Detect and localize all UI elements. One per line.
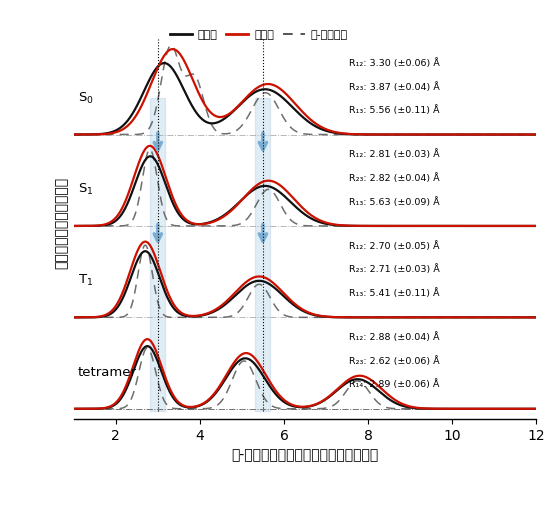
Text: S$_0$: S$_0$: [78, 90, 94, 106]
X-axis label: 金-金間結合距達（オングストローム）: 金-金間結合距達（オングストローム）: [231, 449, 379, 462]
Text: R₁₃: 5.41 (±0.11) Å: R₁₃: 5.41 (±0.11) Å: [349, 288, 440, 298]
Text: T$_1$: T$_1$: [78, 273, 93, 289]
Text: R₁₂: 2.88 (±0.04) Å: R₁₂: 2.88 (±0.04) Å: [349, 332, 440, 342]
Text: R₂₃: 2.71 (±0.03) Å: R₂₃: 2.71 (±0.03) Å: [349, 265, 440, 274]
Bar: [150, 98, 165, 411]
Legend: 実験値, 理論値, 金-金間結合: 実験値, 理論値, 金-金間結合: [165, 25, 352, 44]
Text: R₁₄: 2.89 (±0.06) Å: R₁₄: 2.89 (±0.06) Å: [349, 379, 440, 389]
Text: R₂₃: 2.62 (±0.06) Å: R₂₃: 2.62 (±0.06) Å: [349, 356, 440, 366]
Text: R₁₃: 5.63 (±0.09) Å: R₁₃: 5.63 (±0.09) Å: [349, 197, 440, 207]
Text: R₂₃: 2.82 (±0.04) Å: R₂₃: 2.82 (±0.04) Å: [349, 173, 440, 183]
Text: R₁₂: 2.70 (±0.05) Å: R₁₂: 2.70 (±0.05) Å: [349, 241, 440, 251]
Text: R₂₃: 3.87 (±0.04) Å: R₂₃: 3.87 (±0.04) Å: [349, 82, 440, 91]
Text: S$_1$: S$_1$: [78, 182, 94, 197]
Bar: [255, 98, 270, 411]
Text: R₁₂: 2.81 (±0.03) Å: R₁₂: 2.81 (±0.03) Å: [349, 150, 440, 160]
Text: R₁₃: 5.56 (±0.11) Å: R₁₃: 5.56 (±0.11) Å: [349, 105, 440, 115]
Y-axis label: 動径分布強度（相対値）: 動径分布強度（相対値）: [54, 177, 68, 269]
Text: R₁₂: 3.30 (±0.06) Å: R₁₂: 3.30 (±0.06) Å: [349, 58, 440, 68]
Text: tetramer: tetramer: [78, 366, 137, 379]
